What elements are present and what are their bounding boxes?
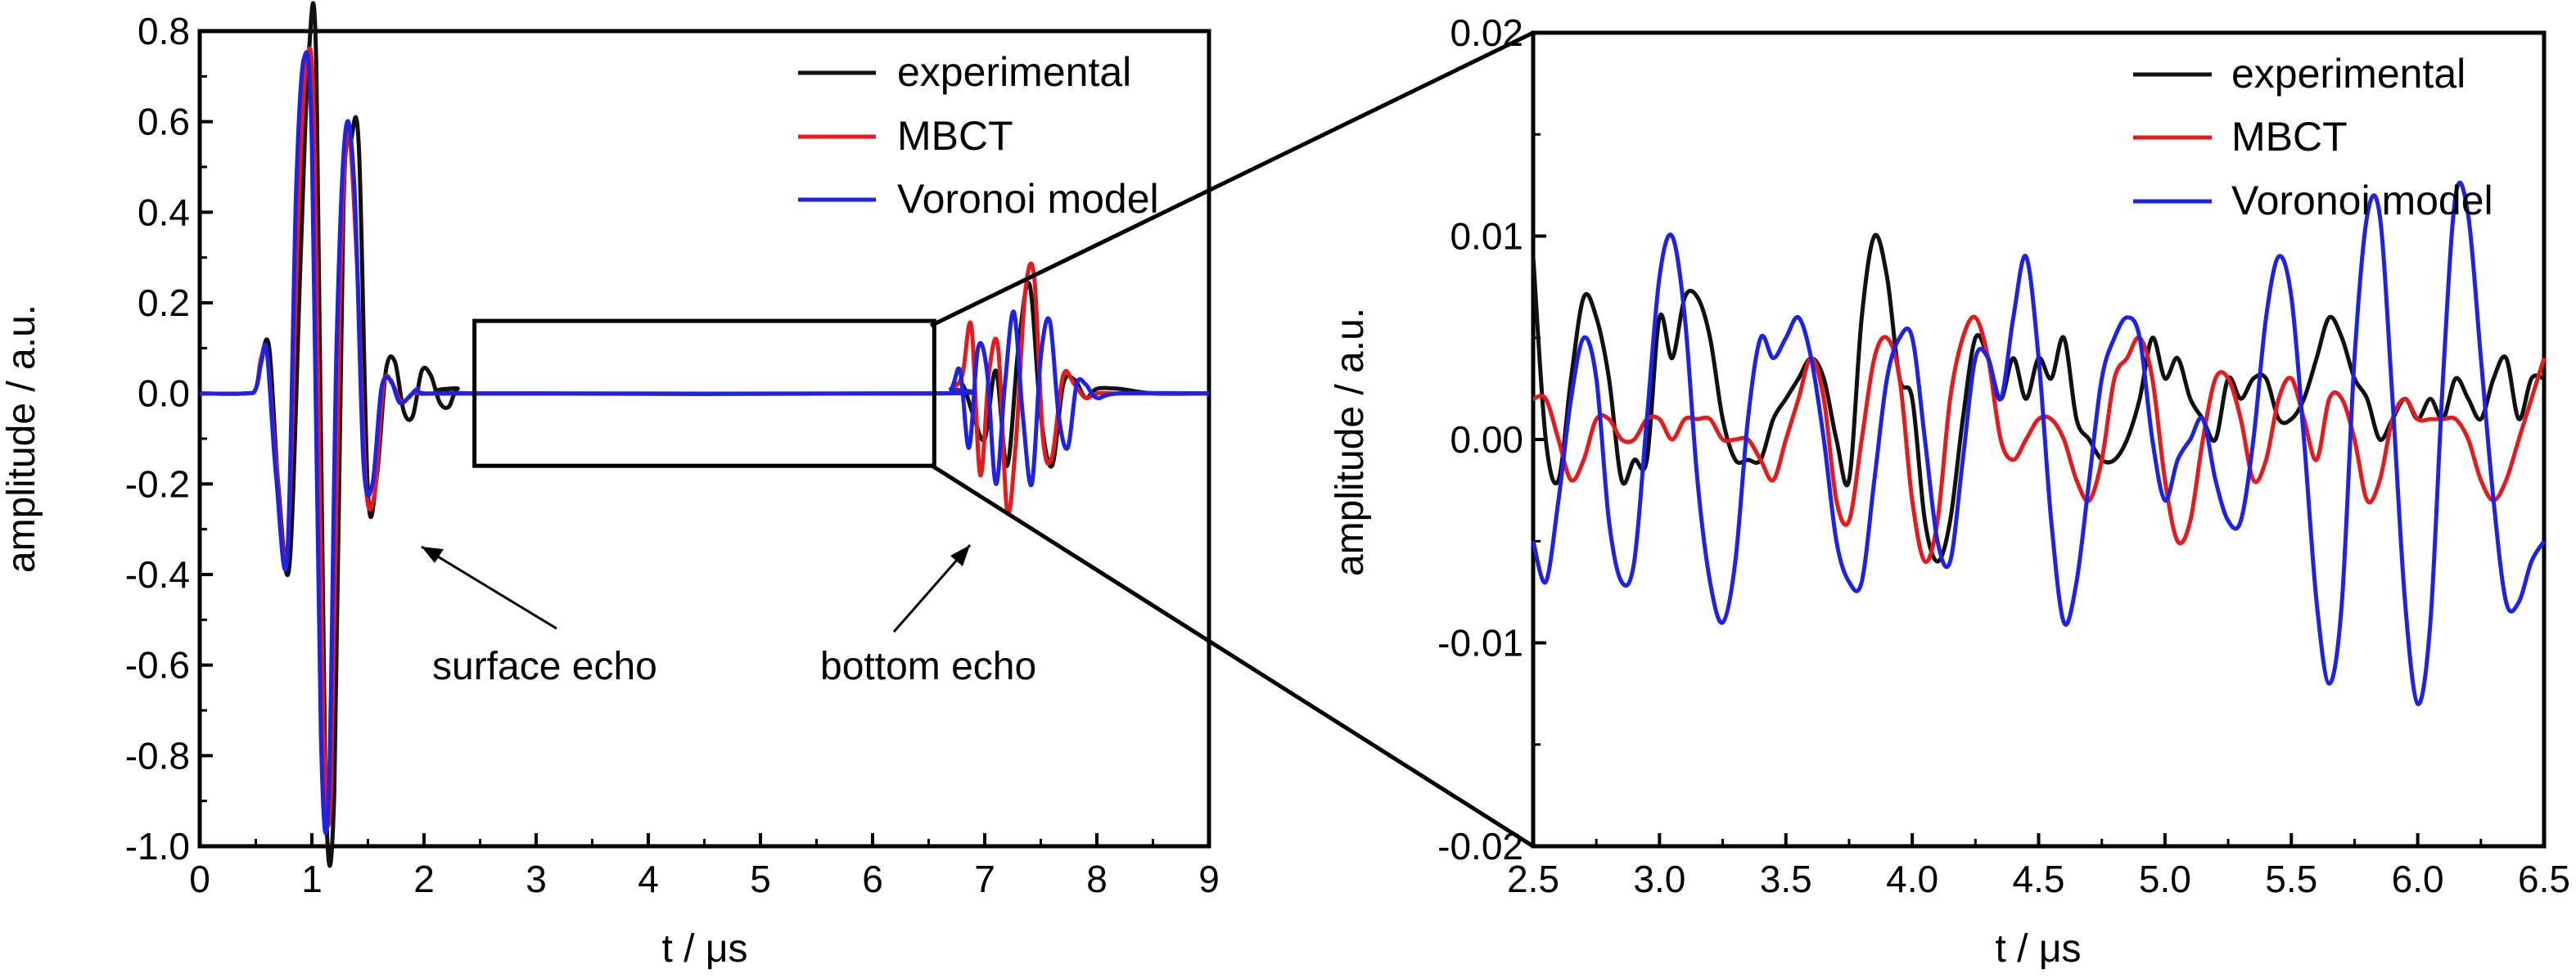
- left-y-tick-label: -0.2: [125, 462, 190, 505]
- right-legend: experimental MBCT Voronoi model: [2133, 51, 2493, 223]
- left-x-axis-label: t / μs: [662, 927, 748, 971]
- right-x-tick-label: 4.0: [1886, 858, 1938, 900]
- left-y-tick-label: -0.6: [125, 644, 190, 687]
- right-legend-item-experimental: experimental: [2133, 51, 2465, 97]
- right-y-tick-label: 0.02: [1450, 11, 1523, 54]
- left-y-tick-label: 0.6: [138, 101, 190, 143]
- annotation-bottom-echo: bottom echo: [820, 544, 1036, 688]
- left-y-tick-label: 0.2: [138, 282, 190, 324]
- right-y-tick-label: -0.01: [1437, 622, 1523, 665]
- left-x-tick-label: 1: [301, 858, 323, 900]
- left-y-tick-label: -0.8: [125, 734, 190, 777]
- right-x-tick-label: 5.0: [2139, 858, 2191, 900]
- right-y-tick-label: 0.00: [1450, 418, 1523, 461]
- left-legend-item-voronoi: Voronoi model: [798, 176, 1159, 222]
- left-legend-item-mbct: MBCT: [798, 113, 1013, 159]
- right-x-tick-label: 6.5: [2518, 858, 2570, 900]
- annotation-surface-echo: surface echo: [421, 545, 657, 688]
- right-x-tick-label: 2.5: [1507, 858, 1559, 900]
- left-x-tick-label: 8: [1086, 858, 1108, 900]
- left-y-tick-label: 0.0: [138, 372, 190, 415]
- svg-text:experimental: experimental: [2231, 51, 2465, 97]
- left-y-ticks: 0.8 0.6 0.4 0.2 0.0 -0.2 -0.4 -0.6 -0.8 -1.0: [125, 10, 213, 868]
- left-y-tick-label: 0.8: [138, 10, 190, 52]
- svg-text:Voronoi model: Voronoi model: [2231, 178, 2493, 223]
- left-y-axis-label: amplitude / a.u.: [0, 304, 43, 573]
- left-x-tick-label: 9: [1198, 858, 1220, 900]
- left-x-ticks: 0 1 2 3 4 5 6 7 8 9: [189, 833, 1220, 900]
- bottom-echo-arrowhead: [950, 545, 970, 566]
- right-x-tick-label: 3.0: [1633, 858, 1685, 900]
- right-x-axis-label: t / μs: [1996, 927, 2082, 971]
- left-legend: experimental MBCT Voronoi model: [798, 49, 1159, 222]
- left-x-tick-label: 4: [638, 858, 659, 900]
- right-x-tick-label: 3.5: [1760, 858, 1812, 900]
- svg-text:experimental: experimental: [897, 49, 1131, 95]
- zoom-connector-bottom: [929, 462, 1535, 849]
- left-x-tick-label: 6: [862, 858, 883, 900]
- left-x-tick-label: 0: [189, 858, 210, 900]
- left-y-tick-label: 0.4: [138, 191, 190, 233]
- svg-text:MBCT: MBCT: [2231, 114, 2348, 160]
- bottom-echo-label: bottom echo: [820, 645, 1036, 688]
- surface-echo-arrow: [421, 545, 557, 630]
- surface-echo-arrowhead: [422, 547, 444, 563]
- right-y-ticks: 0.02 0.01 0.00 -0.01 -0.02: [1437, 11, 1546, 868]
- right-x-tick-label: 6.0: [2392, 858, 2444, 900]
- zoom-region-box: [472, 318, 936, 468]
- right-y-axis-label: amplitude / a.u.: [1329, 308, 1372, 576]
- right-plot-frame: [1531, 30, 2547, 849]
- left-x-tick-label: 2: [413, 858, 435, 900]
- left-y-tick-label: -0.4: [125, 553, 190, 596]
- left-y-tick-label: -1.0: [125, 825, 190, 868]
- left-series-voronoi-model: [199, 50, 1210, 836]
- svg-text:MBCT: MBCT: [897, 113, 1013, 159]
- zoom-connector-top: [929, 30, 1535, 328]
- left-x-tick-label: 3: [526, 858, 547, 900]
- right-x-ticks: 2.5 3.0 3.5 4.0 4.5 5.0 5.5 6.0 6.5: [1507, 833, 2570, 900]
- right-legend-item-voronoi: Voronoi model: [2133, 178, 2493, 223]
- left-series: [199, 1, 1210, 868]
- left-x-tick-label: 5: [750, 858, 771, 900]
- svg-text:Voronoi model: Voronoi model: [897, 176, 1159, 222]
- right-x-tick-label: 5.5: [2265, 858, 2317, 900]
- right-y-tick-label: 0.01: [1450, 215, 1523, 258]
- surface-echo-label: surface echo: [432, 645, 657, 688]
- right-series: [1531, 180, 2547, 706]
- right-series-voronoi-model: [1531, 180, 2547, 706]
- left-chart: 0 1 2 3 4 5 6 7 8 9 0.8 0.6 0.4 0.2 0.0 -0.2 -0.4 -0.6 -0…: [0, 1, 1220, 971]
- right-series-mbct: [1532, 314, 2547, 564]
- right-x-tick-label: 4.5: [2013, 858, 2065, 900]
- right-legend-item-mbct: MBCT: [2133, 114, 2348, 160]
- right-y-tick-label: -0.02: [1437, 825, 1523, 868]
- left-x-tick-label: 7: [974, 858, 995, 900]
- left-legend-item-experimental: experimental: [798, 49, 1131, 95]
- right-chart: 2.5 3.0 3.5 4.0 4.5 5.0 5.5 6.0 6.5 0.02 0.01 0.00…: [1329, 11, 2570, 971]
